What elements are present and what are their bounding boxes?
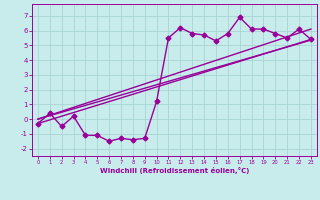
X-axis label: Windchill (Refroidissement éolien,°C): Windchill (Refroidissement éolien,°C): [100, 167, 249, 174]
